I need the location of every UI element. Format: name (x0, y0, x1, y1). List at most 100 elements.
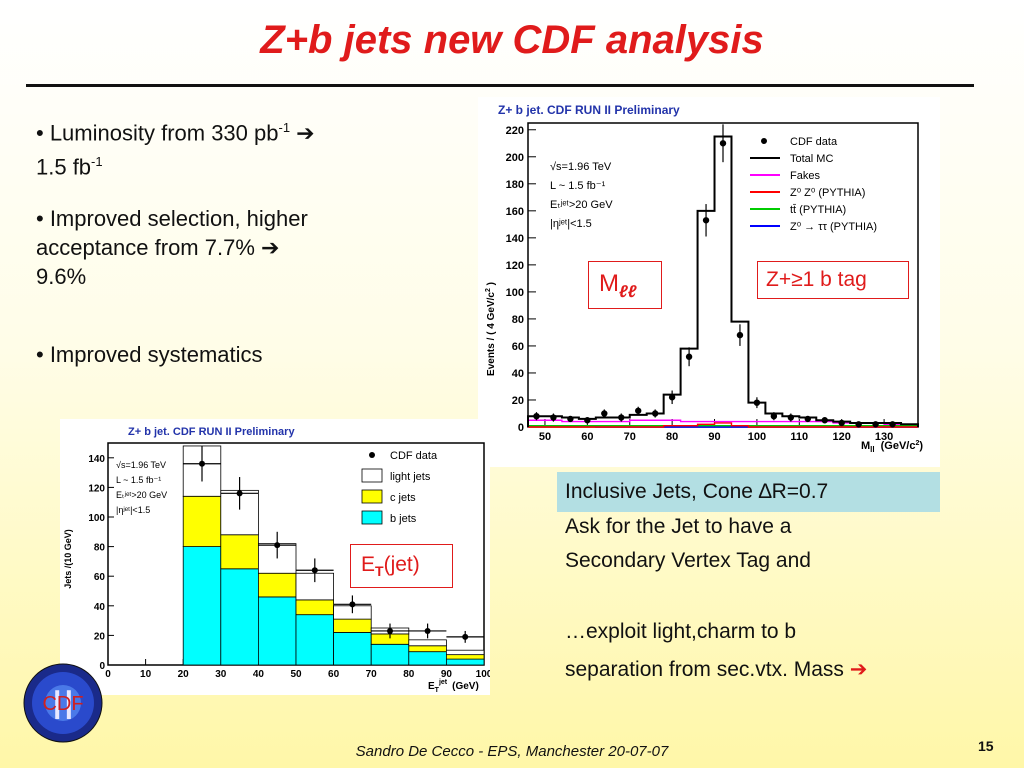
series-line (528, 422, 918, 428)
y-tick-label: 40 (512, 368, 524, 380)
data-point (702, 217, 710, 224)
data-point (719, 140, 727, 147)
et-label-rest: (jet) (383, 553, 420, 576)
bullet-text: acceptance from 7.7% (36, 235, 255, 260)
data-point (668, 394, 676, 401)
bar-segment (220, 534, 259, 570)
y-tick-label: 100 (506, 287, 524, 299)
x-tick-label: 100 (748, 431, 766, 443)
et-subscript: T (375, 563, 384, 580)
superscript: -1 (278, 120, 291, 135)
plot-header: Z+ b jet. CDF RUN II Preliminary (498, 103, 680, 117)
et-label: E (361, 553, 376, 576)
x-tick-label: 80 (403, 669, 415, 680)
text-line: separation from sec.vtx. Mass ➔ (565, 657, 867, 682)
bar-segment (445, 654, 485, 660)
y-tick-label: 40 (94, 602, 106, 613)
legend-swatch (361, 489, 383, 504)
y-tick-label: 80 (512, 314, 524, 326)
legend-marker (761, 138, 767, 144)
bullet-text: 9.6% (36, 264, 87, 289)
plot-info: √s=1.96 TeV L ~ 1.5 fb⁻¹ Eₜʲᵉᵗ>20 GeV |η… (116, 460, 167, 515)
info-line: √s=1.96 TeV (116, 460, 166, 470)
info-line: |ηʲᵉᵗ|<1.5 (550, 218, 592, 230)
y-tick-label: 140 (88, 454, 105, 465)
data-point (236, 490, 243, 497)
bar-segment (257, 596, 297, 666)
x-tick-label: 90 (441, 669, 453, 680)
bullet-text: 1.5 fb (36, 154, 92, 180)
title-divider (26, 84, 974, 87)
y-tick-label: 60 (512, 341, 524, 353)
x-tick-label: 80 (666, 431, 678, 443)
data-point (618, 414, 625, 421)
info-line: √s=1.96 TeV (550, 161, 612, 173)
inclusive-jets-box: Inclusive Jets, Cone ∆R=0.7 (557, 472, 940, 512)
bullet-text: • Luminosity from 330 pb (36, 120, 279, 146)
bar-segment (257, 572, 297, 598)
x-tick-label: 120 (833, 431, 851, 443)
x-tick-label: 110 (790, 431, 808, 443)
info-line: Eₜʲᵉᵗ>20 GeV (116, 490, 167, 500)
mll-label-box: Mℓℓ (588, 261, 662, 309)
data-point (424, 627, 431, 634)
data-point (462, 633, 469, 640)
legend-label: tt̄ (PYTHIA) (790, 204, 846, 216)
legend-label: Z⁰ Z⁰ (PYTHIA) (790, 187, 865, 199)
data-point (550, 414, 557, 421)
slide-title: Z+b jets new CDF analysis (260, 18, 764, 62)
mll-subscript: ℓℓ (619, 281, 637, 301)
y-tick-label: 80 (94, 543, 106, 554)
data-point (533, 412, 540, 420)
bar-segment (333, 618, 372, 633)
y-tick-label: 0 (518, 422, 524, 434)
btag-label-box: Z+≥1 b tag (757, 261, 909, 299)
data-point (787, 414, 795, 421)
data-point (601, 410, 608, 417)
text-line: Ask for the Jet to have a (565, 515, 792, 538)
x-tick-label: 50 (539, 431, 551, 443)
data-point (567, 415, 574, 423)
plot-info: √s=1.96 TeV L ~ 1.5 fb⁻¹ Eₜʲᵉᵗ>20 GeV |η… (550, 161, 613, 230)
data-point (838, 419, 845, 427)
y-axis-label: Jets /(10 GeV) (63, 529, 73, 589)
bar-segment (295, 599, 334, 616)
info-line: Eₜʲᵉᵗ>20 GeV (550, 199, 613, 211)
data-point (736, 331, 744, 339)
y-tick-label: 160 (506, 206, 524, 218)
arrow-icon: ➔ (261, 235, 280, 260)
data-point (635, 407, 642, 414)
logo-roman: II (51, 681, 74, 728)
bar-segment (408, 645, 447, 653)
x-tick-label: 20 (178, 669, 190, 680)
info-line: L ~ 1.5 fb⁻¹ (116, 475, 161, 485)
x-axis-label: Mll (GeV/c2) (861, 440, 923, 454)
bullet-selection: • Improved selection, higher acceptance … (36, 204, 436, 291)
data-point (804, 415, 811, 423)
bar-segment (182, 546, 222, 666)
plot-legend: CDF data Total MC Fakes Z⁰ Z⁰ (PYTHIA) tt̄ (… (750, 136, 877, 233)
data-point (770, 412, 778, 420)
series-line (527, 424, 919, 427)
data-point (349, 601, 356, 608)
legend-label: Total MC (790, 153, 833, 165)
x-tick-label: 10 (140, 669, 152, 680)
text-line: …exploit light,charm to b (565, 620, 797, 643)
mll-plot: Z+ b jet. CDF RUN II Preliminary Events … (485, 103, 923, 454)
legend-swatch (361, 510, 383, 525)
data-point (821, 417, 828, 424)
data-point (651, 410, 659, 417)
legend-swatch (361, 468, 383, 483)
bar-segment (408, 639, 447, 647)
data-point (855, 421, 862, 428)
page-number: 15 (978, 738, 994, 754)
bar-segment (295, 614, 334, 666)
plot-header: Z+ b jet. CDF RUN II Preliminary (128, 426, 295, 438)
data-point (311, 567, 318, 574)
et-plot: Z+ b jet. CDF RUN II Preliminary Jets /(… (63, 426, 493, 694)
bar-segment (220, 568, 259, 666)
info-line: L ~ 1.5 fb⁻¹ (550, 180, 606, 192)
superscript: -1 (91, 154, 103, 170)
plot-legend: CDF data light jets c jets b jets (361, 450, 438, 525)
y-tick-label: 220 (506, 125, 524, 137)
